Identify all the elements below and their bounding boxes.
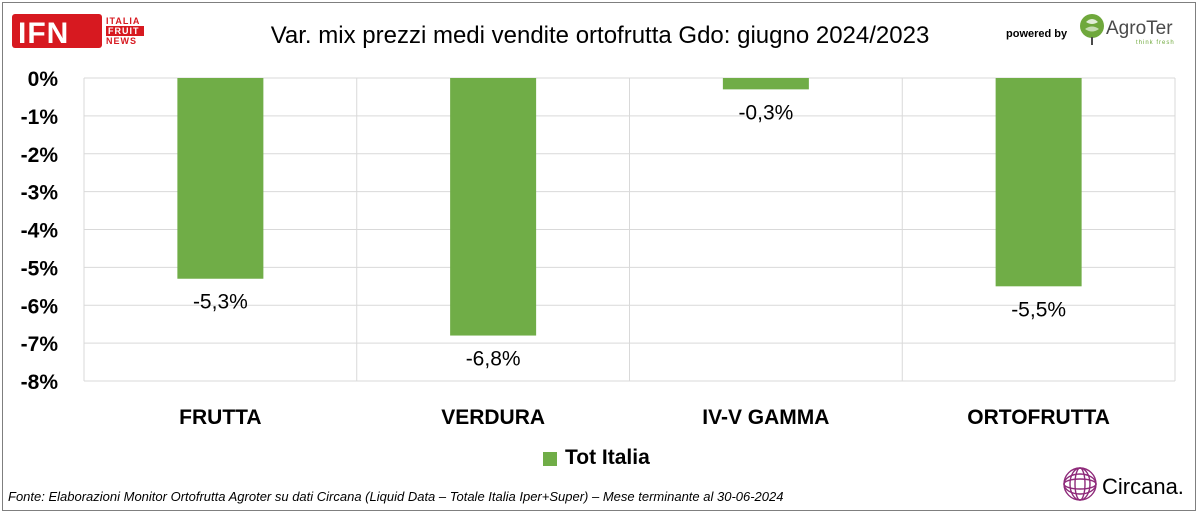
data-label: -5,3%: [193, 291, 248, 314]
y-tick-label: 0%: [28, 68, 59, 91]
ifn-logo: IFN ITALIA FRUIT NEWS: [12, 8, 144, 50]
agroter-logo: AgroTer think fresh: [1078, 12, 1188, 52]
x-tick-label: IV-V GAMMA: [702, 406, 829, 429]
agroter-logo-name: AgroTer: [1106, 18, 1173, 39]
x-tick-label: VERDURA: [441, 406, 545, 429]
circana-logo-name: Circana.: [1102, 474, 1184, 499]
bar: [450, 78, 537, 336]
y-tick-label: -6%: [21, 295, 59, 318]
x-tick-label: ORTOFRUTTA: [967, 406, 1110, 429]
source-note: Fonte: Elaborazioni Monitor Ortofrutta A…: [8, 489, 784, 504]
ifn-logo-line1: ITALIA: [106, 16, 141, 26]
ifn-logo-line3: NEWS: [106, 36, 137, 46]
bar: [995, 78, 1082, 287]
y-tick-label: -7%: [21, 333, 59, 356]
y-tick-label: -8%: [21, 371, 59, 394]
ifn-logo-line2: FRUIT: [106, 26, 144, 36]
circana-logo: Circana.: [1062, 462, 1190, 506]
data-label: -5,5%: [1011, 298, 1066, 321]
y-tick-label: -1%: [21, 106, 59, 129]
agroter-logo-tagline: think fresh: [1136, 40, 1175, 46]
y-tick-label: -4%: [21, 220, 59, 243]
legend-swatch: [543, 452, 557, 466]
powered-by-label: powered by: [1006, 28, 1068, 40]
x-tick-label: FRUTTA: [179, 406, 261, 429]
bar: [722, 78, 809, 90]
ifn-logo-box: IFN: [12, 14, 102, 50]
y-tick-label: -5%: [21, 257, 59, 280]
y-tick-label: -2%: [21, 144, 59, 167]
bar: [177, 78, 264, 279]
legend-label: Tot Italia: [565, 446, 650, 469]
ifn-logo-subtitle: ITALIA FRUIT NEWS: [106, 16, 150, 46]
data-label: -0,3%: [738, 101, 793, 124]
sphere-lines-icon: [1063, 467, 1097, 501]
y-tick-label: -3%: [21, 182, 59, 205]
globe-leaf-icon: [1080, 14, 1104, 45]
chart-title: Var. mix prezzi medi vendite ortofrutta …: [270, 22, 930, 49]
ifn-logo-text: IFN: [18, 17, 70, 50]
data-label: -6,8%: [466, 348, 521, 371]
